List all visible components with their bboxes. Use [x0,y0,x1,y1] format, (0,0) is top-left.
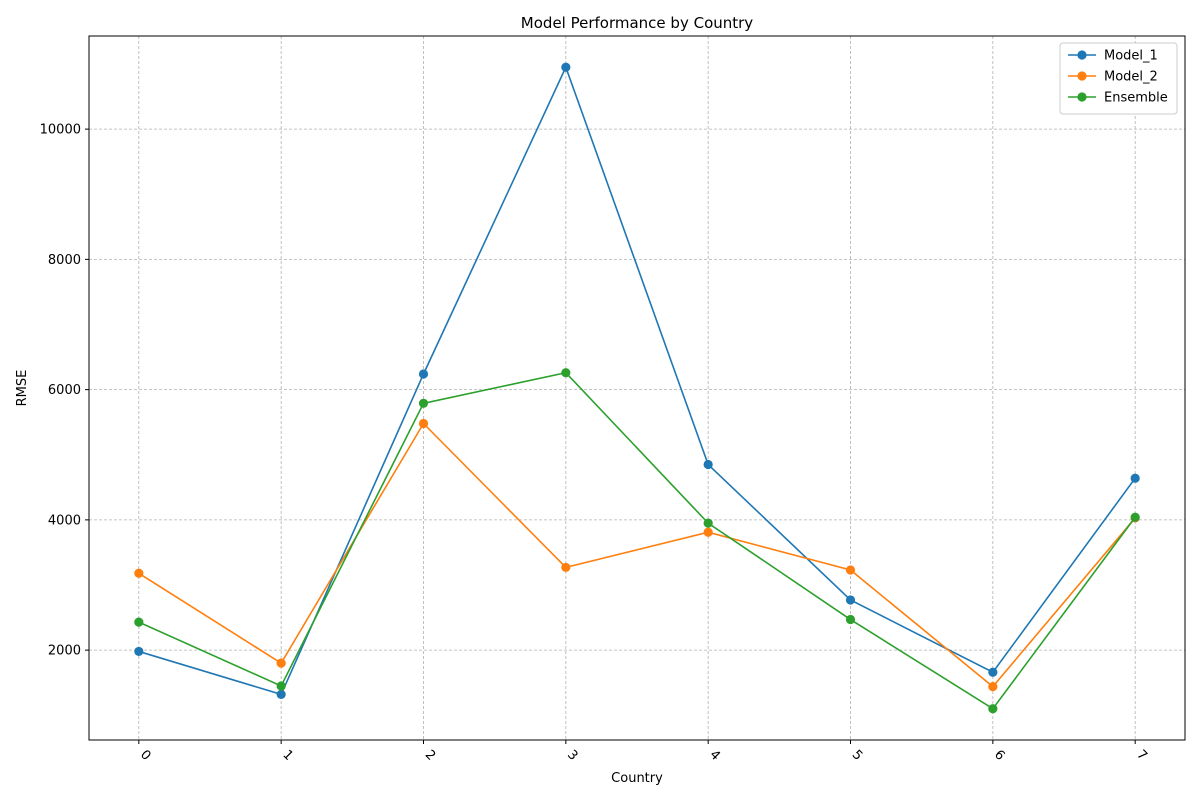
data-point [134,646,144,657]
data-point [418,369,429,379]
legend-label: Model_1 [1104,49,1158,64]
data-point [561,368,571,378]
data-point [418,418,429,429]
x-tick-label: 3 [564,747,580,763]
y-tick-label: 6000 [48,383,81,398]
legend: Model_1 Model_2 Ensemble [1059,42,1178,115]
x-axis-ticks: 0 1 2 3 4 5 6 7 [137,740,1150,764]
x-tick-label: 5 [849,747,865,763]
data-point [134,617,144,627]
data-point [988,681,998,692]
x-tick-label: 4 [706,747,722,763]
chart-title: Model Performance by Country [521,14,754,32]
y-tick-label: 8000 [48,253,81,268]
data-point [988,704,998,714]
y-tick-label: 2000 [48,644,81,659]
data-point [418,398,429,408]
data-point [276,689,286,700]
x-tick-label: 2 [422,747,438,763]
data-point [988,667,998,677]
y-tick-label: 4000 [48,513,81,528]
series-layer [134,62,1140,714]
legend-swatch-marker [1077,71,1087,81]
data-point [276,681,286,691]
series-model_1 [134,62,1140,700]
legend-label: Model_2 [1104,70,1158,85]
grid-lines [89,36,1185,740]
data-point [845,565,856,575]
y-axis-label: RMSE [15,370,30,407]
data-point [1130,473,1140,483]
y-axis-ticks: 2000 4000 6000 8000 10000 [40,123,89,659]
data-point [1130,512,1140,522]
legend-swatch-marker [1077,92,1087,102]
data-point [703,459,713,470]
x-tick-label: 6 [991,747,1007,763]
series-line [138,371,1136,710]
data-point [845,595,856,605]
data-point [703,527,713,537]
data-point [134,568,144,578]
x-tick-label: 0 [137,747,153,763]
series-ensemble [134,368,1140,714]
y-tick-label: 10000 [40,123,81,138]
legend-label: Ensemble [1104,91,1168,106]
legend-swatch-marker [1077,50,1087,60]
series-line [138,65,1136,696]
x-tick-label: 7 [1133,747,1149,763]
data-point [276,658,286,668]
x-tick-label: 1 [279,747,295,763]
data-point [703,518,713,528]
series-line [138,422,1136,688]
plot-area-frame [88,35,1186,741]
data-point [561,562,571,573]
x-axis-label: Country [611,771,663,786]
data-point [845,614,856,625]
data-point [561,62,571,72]
